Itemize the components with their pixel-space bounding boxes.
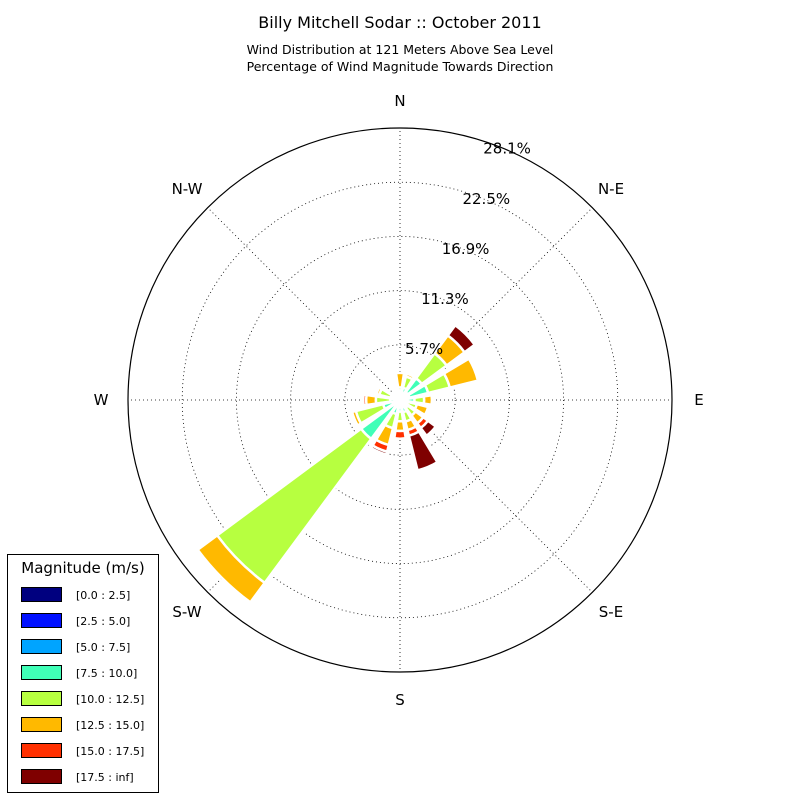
chart-subtitle-line-2: Percentage of Wind Magnitude Towards Dir… bbox=[247, 59, 554, 74]
radial-tick-label-2: 16.9% bbox=[442, 240, 490, 258]
bar-sector-13-bin-5 bbox=[375, 385, 384, 397]
legend-title: Magnitude (m/s) bbox=[21, 559, 144, 577]
wind-rose-bars bbox=[195, 323, 480, 605]
direction-label-s: S bbox=[395, 691, 405, 709]
legend-label-3: [7.5 : 10.0] bbox=[76, 667, 137, 680]
bar-sector-4-bin-5 bbox=[422, 393, 434, 407]
bar-sector-2-bin-7 bbox=[446, 323, 477, 354]
direction-label-s-w: S-W bbox=[172, 603, 201, 621]
radial-tick-label-3: 22.5% bbox=[462, 190, 510, 208]
direction-labels: N N-E E S-E S S-W W N-W bbox=[94, 92, 704, 709]
grid-ring-1 bbox=[290, 290, 510, 510]
direction-label-e: E bbox=[694, 391, 703, 409]
grid-ring-2 bbox=[236, 236, 564, 564]
legend-swatch-1 bbox=[21, 613, 62, 628]
legend: Magnitude (m/s) [0.0 : 2.5] [2.5 : 5.0] [5… bbox=[7, 554, 159, 793]
legend-label-2: [5.0 : 7.5] bbox=[76, 641, 130, 654]
bar-sector-6-bin-7 bbox=[418, 418, 438, 438]
bar-sector-10-bin-5 bbox=[195, 533, 267, 605]
direction-label-n: N bbox=[394, 92, 405, 110]
legend-items: [0.0 : 2.5] [2.5 : 5.0] [5.0 : 7.5] [7.5 : … bbox=[21, 587, 144, 784]
direction-label-n-e: N-E bbox=[598, 180, 624, 198]
polar-grid bbox=[128, 128, 672, 672]
radial-tick-labels: 5.7% 11.3% 16.9% 22.5% 28.1% bbox=[405, 140, 531, 358]
radial-tick-label-1: 11.3% bbox=[421, 290, 469, 308]
bar-sector-1-bin-5 bbox=[404, 372, 416, 381]
bar-sector-7-bin-7 bbox=[407, 429, 440, 472]
polar-outer-circle bbox=[127, 127, 673, 673]
bar-sector-5-bin-5 bbox=[413, 402, 430, 417]
legend-label-0: [0.0 : 2.5] bbox=[76, 589, 130, 602]
legend-swatch-5 bbox=[21, 717, 62, 732]
radial-tick-label-0: 5.7% bbox=[405, 340, 443, 358]
bar-sector-12-bin-6 bbox=[361, 393, 368, 407]
legend-label-6: [15.0 : 17.5] bbox=[76, 745, 144, 758]
bar-sector-0-bin-5 bbox=[394, 371, 406, 389]
bar-sector-8-bin-6 bbox=[392, 429, 408, 440]
legend-swatch-3 bbox=[21, 665, 62, 680]
chart-subtitle-line-1: Wind Distribution at 121 Meters Above Se… bbox=[247, 42, 554, 57]
legend-label-5: [12.5 : 15.0] bbox=[76, 719, 144, 732]
bar-sector-11-bin-5 bbox=[350, 409, 363, 428]
bar-sector-3-bin-5 bbox=[442, 356, 480, 390]
bar-sector-4-bin-4 bbox=[412, 394, 426, 406]
legend-label-4: [10.0 : 12.5] bbox=[76, 693, 144, 706]
bar-sector-15-bin-4 bbox=[393, 389, 400, 396]
radial-tick-label-4: 28.1% bbox=[483, 140, 531, 158]
legend-swatch-4 bbox=[21, 691, 62, 706]
bar-sector-10-bin-4 bbox=[215, 427, 373, 585]
grid-ring-3 bbox=[181, 181, 619, 619]
bar-sector-8-bin-5 bbox=[393, 419, 407, 433]
direction-label-s-e: S-E bbox=[599, 603, 623, 621]
direction-label-n-w: N-W bbox=[172, 180, 203, 198]
direction-label-w: W bbox=[94, 391, 109, 409]
bar-sector-9-bin-7 bbox=[369, 443, 389, 456]
grid-ring-0 bbox=[344, 344, 456, 456]
chart-title: Billy Mitchell Sodar :: October 2011 bbox=[258, 13, 541, 32]
legend-swatch-6 bbox=[21, 743, 62, 758]
legend-label-7: [17.5 : inf] bbox=[76, 771, 134, 784]
legend-swatch-7 bbox=[21, 769, 62, 784]
legend-swatch-0 bbox=[21, 587, 62, 602]
bar-sector-12-bin-5 bbox=[364, 393, 378, 407]
grid-spoke-7 bbox=[207, 207, 401, 401]
legend-label-1: [2.5 : 5.0] bbox=[76, 615, 130, 628]
legend-swatch-2 bbox=[21, 639, 62, 654]
